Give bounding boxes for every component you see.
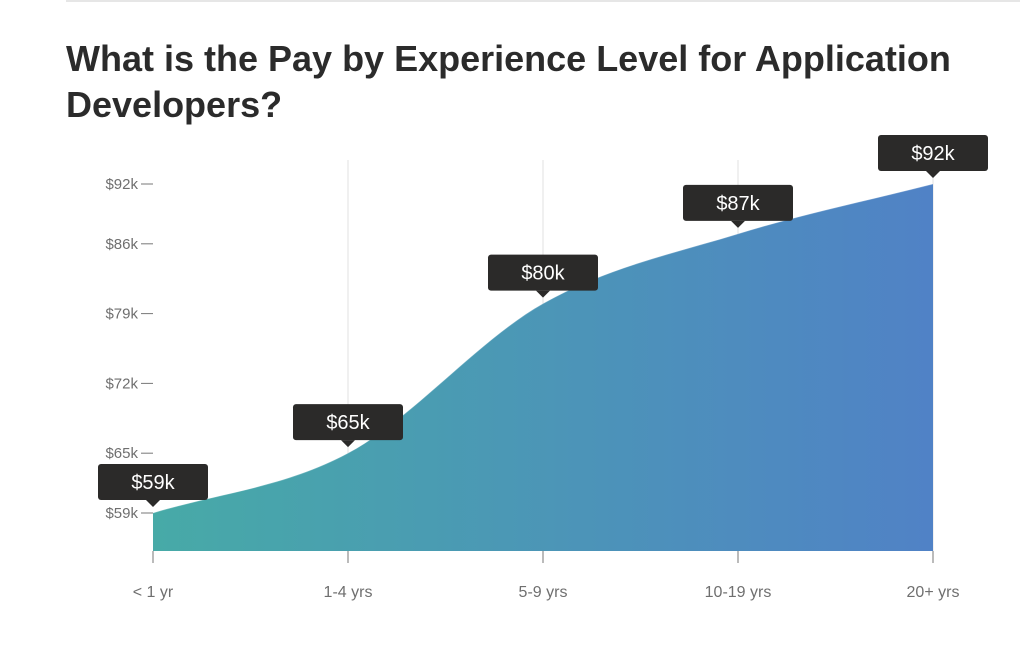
badge-pointer	[536, 290, 550, 298]
data-label: $65k	[326, 412, 370, 434]
x-tick-label: 20+ yrs	[907, 584, 960, 601]
x-tick-label: 1-4 yrs	[324, 584, 373, 601]
y-tick-label: $79k	[105, 306, 138, 323]
badge-box	[878, 135, 988, 171]
badge-box	[488, 254, 598, 291]
data-label-badge: $59k	[98, 464, 208, 507]
data-label-badge: $65k	[293, 404, 403, 448]
badge-pointer	[926, 171, 940, 178]
data-labels: $59k $65k $80k $87k $92k	[98, 135, 988, 507]
badge-pointer	[341, 440, 355, 448]
badge-box	[293, 404, 403, 441]
data-label-badge: $87k	[683, 184, 793, 228]
x-tick-label: 5-9 yrs	[519, 584, 568, 601]
data-label-badge: $80k	[488, 254, 598, 298]
area-fill	[153, 184, 933, 551]
x-tick-label: < 1 yr	[133, 584, 174, 601]
x-tick-label: 10-19 yrs	[705, 584, 772, 601]
data-label-badge: $92k	[878, 135, 988, 178]
y-tick-label: $86k	[105, 236, 138, 253]
y-tick-label: $65k	[105, 445, 138, 462]
badge-pointer	[146, 500, 160, 507]
badge-box	[683, 184, 793, 221]
badge-pointer	[731, 220, 745, 228]
data-label: $92k	[911, 143, 955, 165]
top-divider	[66, 0, 1020, 2]
data-label: $59k	[131, 472, 175, 494]
data-label: $80k	[521, 263, 565, 285]
y-tick-label: $59k	[105, 505, 138, 522]
area-line	[152, 183, 934, 514]
data-label: $87k	[716, 193, 760, 215]
page-title: What is the Pay by Experience Level for …	[66, 38, 951, 125]
area-series	[152, 183, 934, 551]
badge-box	[98, 464, 208, 500]
y-tick-label: $92k	[105, 176, 138, 193]
y-tick-label: $72k	[105, 375, 138, 392]
axes: $59k $65k $72k $79k $86k $92k < 1 yr 1-4 yrs 5-9…	[105, 176, 959, 601]
